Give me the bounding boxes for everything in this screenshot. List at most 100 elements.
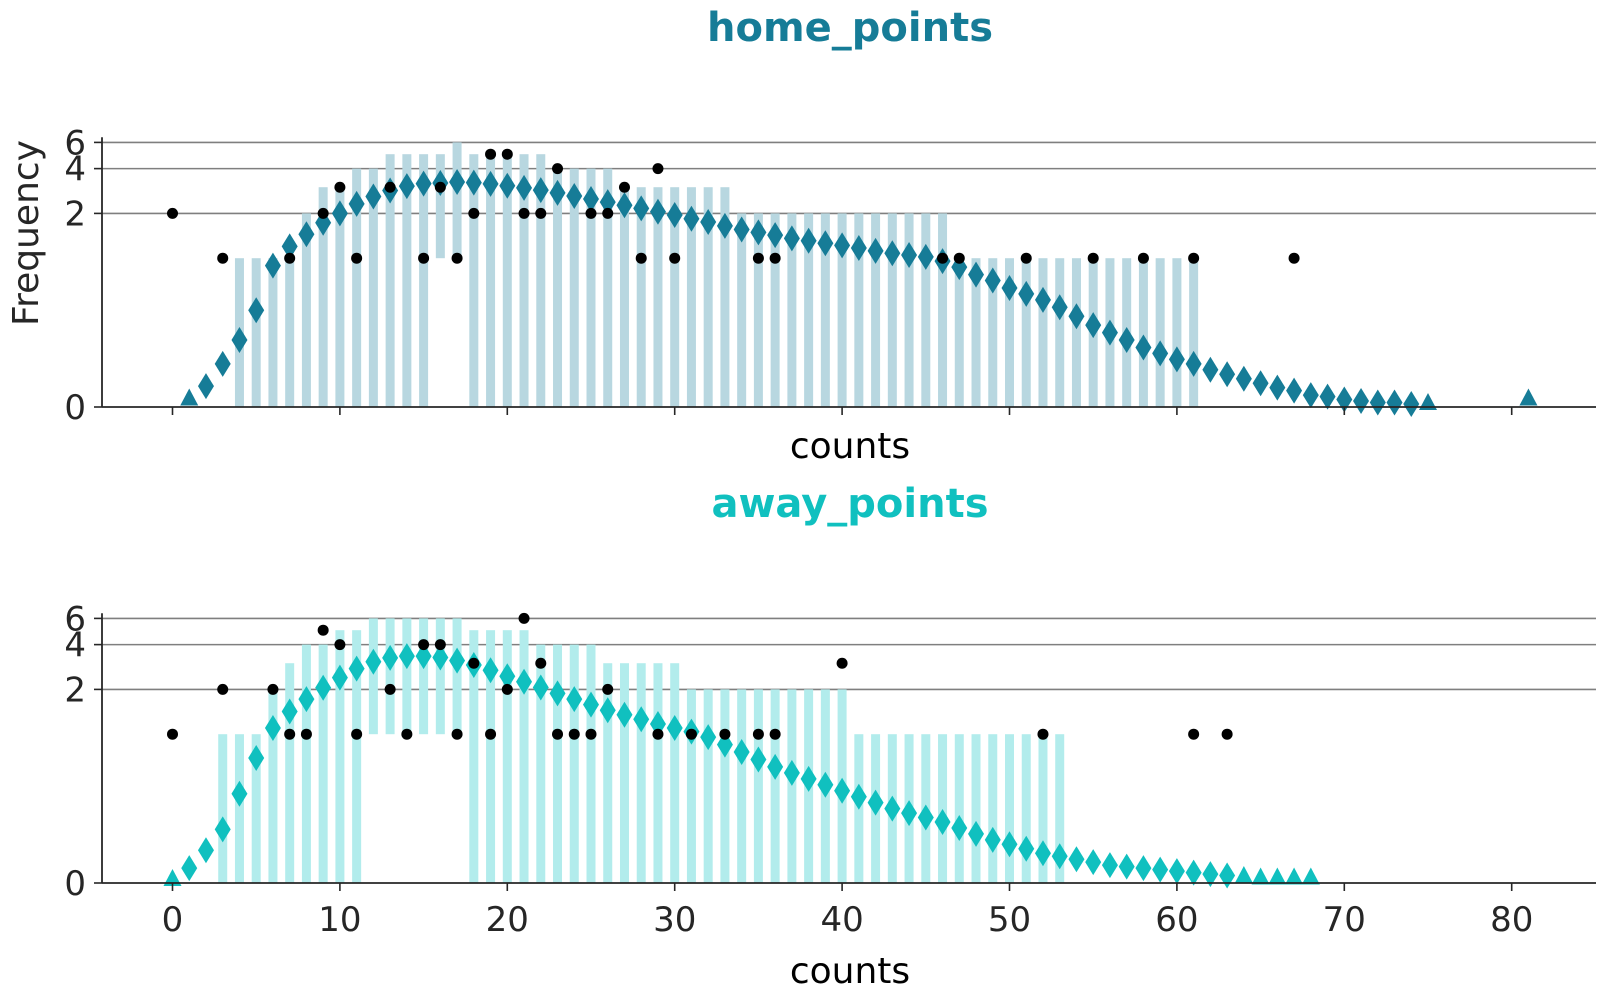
home-points-smoothed-marker bbox=[1051, 294, 1068, 321]
home-points-histogram-bar bbox=[670, 187, 680, 407]
away-points-smoothed-marker bbox=[1001, 831, 1018, 858]
home-points-smoothed-marker bbox=[733, 216, 750, 243]
home-points-smoothed-marker bbox=[1152, 340, 1169, 367]
home-points-histogram-bar bbox=[553, 168, 563, 407]
away-points-smoothed-marker bbox=[1068, 846, 1085, 873]
home-points-smoothed-marker bbox=[716, 212, 733, 239]
away-points-smoothed-marker bbox=[767, 753, 784, 780]
away-points-histogram-bar bbox=[686, 689, 696, 883]
home-points-smoothed-marker bbox=[750, 219, 767, 246]
away-points-smoothed-marker bbox=[666, 715, 683, 742]
away-points-smoothed-marker bbox=[298, 686, 315, 713]
home-points-smoothed-marker bbox=[1419, 393, 1437, 411]
home-points-histogram-bar bbox=[469, 154, 479, 407]
home-points-smoothed-marker bbox=[666, 202, 683, 229]
away-points-smoothed-marker bbox=[516, 668, 533, 695]
home-points-histogram-bar bbox=[586, 168, 596, 407]
home-points-smoothed-marker bbox=[248, 297, 265, 324]
away-points-histogram-bar bbox=[553, 644, 563, 883]
away-points-smoothed-marker bbox=[163, 869, 182, 887]
away-points-smoothed-marker bbox=[248, 745, 265, 772]
home-points-smoothed-marker bbox=[867, 237, 884, 264]
away-points-smoothed-marker bbox=[951, 814, 968, 841]
home-points-histogram-bar bbox=[536, 154, 546, 407]
away-points-histogram-bar bbox=[603, 663, 613, 883]
away-points-smoothed-marker bbox=[750, 746, 767, 773]
away-points-histogram-bar bbox=[435, 618, 445, 735]
away-points-smoothed-marker bbox=[264, 715, 281, 742]
away-points-observed-point bbox=[836, 657, 848, 669]
away-points-observed-point bbox=[217, 683, 229, 695]
home-points-histogram-bar bbox=[653, 187, 663, 407]
away-points-histogram-bar bbox=[770, 689, 780, 883]
home-points-smoothed-marker bbox=[532, 177, 549, 204]
away-points-histogram-bar bbox=[1055, 734, 1065, 883]
away-points-smoothed-marker bbox=[1185, 859, 1202, 886]
away-points-histogram-bar bbox=[218, 734, 228, 883]
home-points-histogram-bar bbox=[1021, 258, 1031, 407]
home-points-histogram-bar bbox=[904, 213, 914, 407]
home-points-histogram-bar bbox=[1155, 258, 1165, 407]
away-points-x-tick-label: 50 bbox=[988, 900, 1031, 940]
home-points-y-tick-label: 0 bbox=[64, 388, 86, 428]
away-points-histogram-bar bbox=[586, 644, 596, 883]
home-points-smoothed-marker bbox=[566, 182, 583, 209]
away-points-observed-point bbox=[451, 728, 463, 740]
home-points-histogram-bar bbox=[804, 213, 814, 407]
home-points-observed-point bbox=[1288, 252, 1300, 264]
away-points-smoothed-marker bbox=[331, 664, 348, 691]
away-points-observed-series bbox=[167, 612, 1233, 740]
away-points-smoothed-marker bbox=[1285, 867, 1304, 885]
away-points-smoothed-marker bbox=[1301, 867, 1320, 885]
away-points-smoothed-marker bbox=[716, 731, 733, 758]
home-points-smoothed-marker bbox=[499, 172, 516, 199]
home-points-histogram-bar bbox=[435, 154, 445, 259]
away-points-histogram-bar bbox=[285, 663, 295, 883]
home-points-smoothed-marker bbox=[482, 170, 499, 197]
away-points-observed-point bbox=[1188, 728, 1200, 740]
home-points-histogram-bar bbox=[502, 154, 512, 407]
home-points-gridlines bbox=[102, 141, 1596, 215]
home-points-observed-point bbox=[1188, 252, 1200, 264]
away-points-observed-point bbox=[284, 728, 296, 740]
home-points-observed-point bbox=[602, 207, 614, 219]
away-points-smoothed-marker bbox=[599, 697, 616, 724]
home-points-histogram-bar bbox=[486, 154, 496, 407]
home-points-histogram-bar bbox=[385, 154, 395, 407]
home-points-smoothed-marker bbox=[783, 225, 800, 252]
home-points-y-tick-label: 2 bbox=[64, 194, 86, 234]
home-points-observed-point bbox=[669, 252, 681, 264]
away-points-observed-point bbox=[418, 639, 430, 651]
away-points-title: away_points bbox=[711, 481, 988, 527]
home-points-y-tick-label: 6 bbox=[64, 123, 86, 163]
away-points-smoothed-marker bbox=[1101, 852, 1118, 879]
away-points-histogram bbox=[218, 618, 1065, 883]
away-points-histogram-bar bbox=[268, 689, 278, 883]
away-points-histogram-bar bbox=[402, 618, 412, 735]
away-points-smoothed-marker bbox=[1168, 858, 1185, 885]
away-points-smoothed-marker bbox=[449, 647, 466, 674]
home-points-observed-point bbox=[518, 207, 530, 219]
home-points-histogram-bar bbox=[1005, 258, 1014, 407]
away-points-smoothed-marker bbox=[1152, 856, 1169, 883]
away-points-observed-point bbox=[468, 657, 480, 669]
away-points-observed-point bbox=[317, 624, 329, 636]
away-points-smoothed-marker bbox=[968, 820, 985, 847]
away-points-histogram-bar bbox=[1038, 734, 1048, 883]
home-points-smoothed-marker bbox=[1034, 286, 1051, 313]
away-points-histogram-bar bbox=[737, 689, 747, 883]
home-points-histogram-bar bbox=[1038, 258, 1048, 407]
home-points-observed-point bbox=[769, 252, 781, 264]
home-points-smoothed-marker bbox=[516, 174, 533, 201]
home-points-smoothed-marker bbox=[1168, 346, 1185, 373]
home-points-smoothed-marker bbox=[817, 230, 834, 257]
away-points-histogram-bar bbox=[787, 689, 797, 883]
away-points-smoothed-marker bbox=[231, 780, 248, 807]
away-points-histogram-bar bbox=[988, 734, 998, 883]
away-points-smoothed-marker bbox=[415, 643, 432, 670]
home-points-smoothed-marker bbox=[917, 243, 934, 270]
away-points-observed-point bbox=[552, 728, 564, 740]
away-points-observed-point bbox=[568, 728, 580, 740]
away-points-smoothed-marker bbox=[884, 795, 901, 822]
home-points-smoothed-marker bbox=[1018, 280, 1035, 307]
